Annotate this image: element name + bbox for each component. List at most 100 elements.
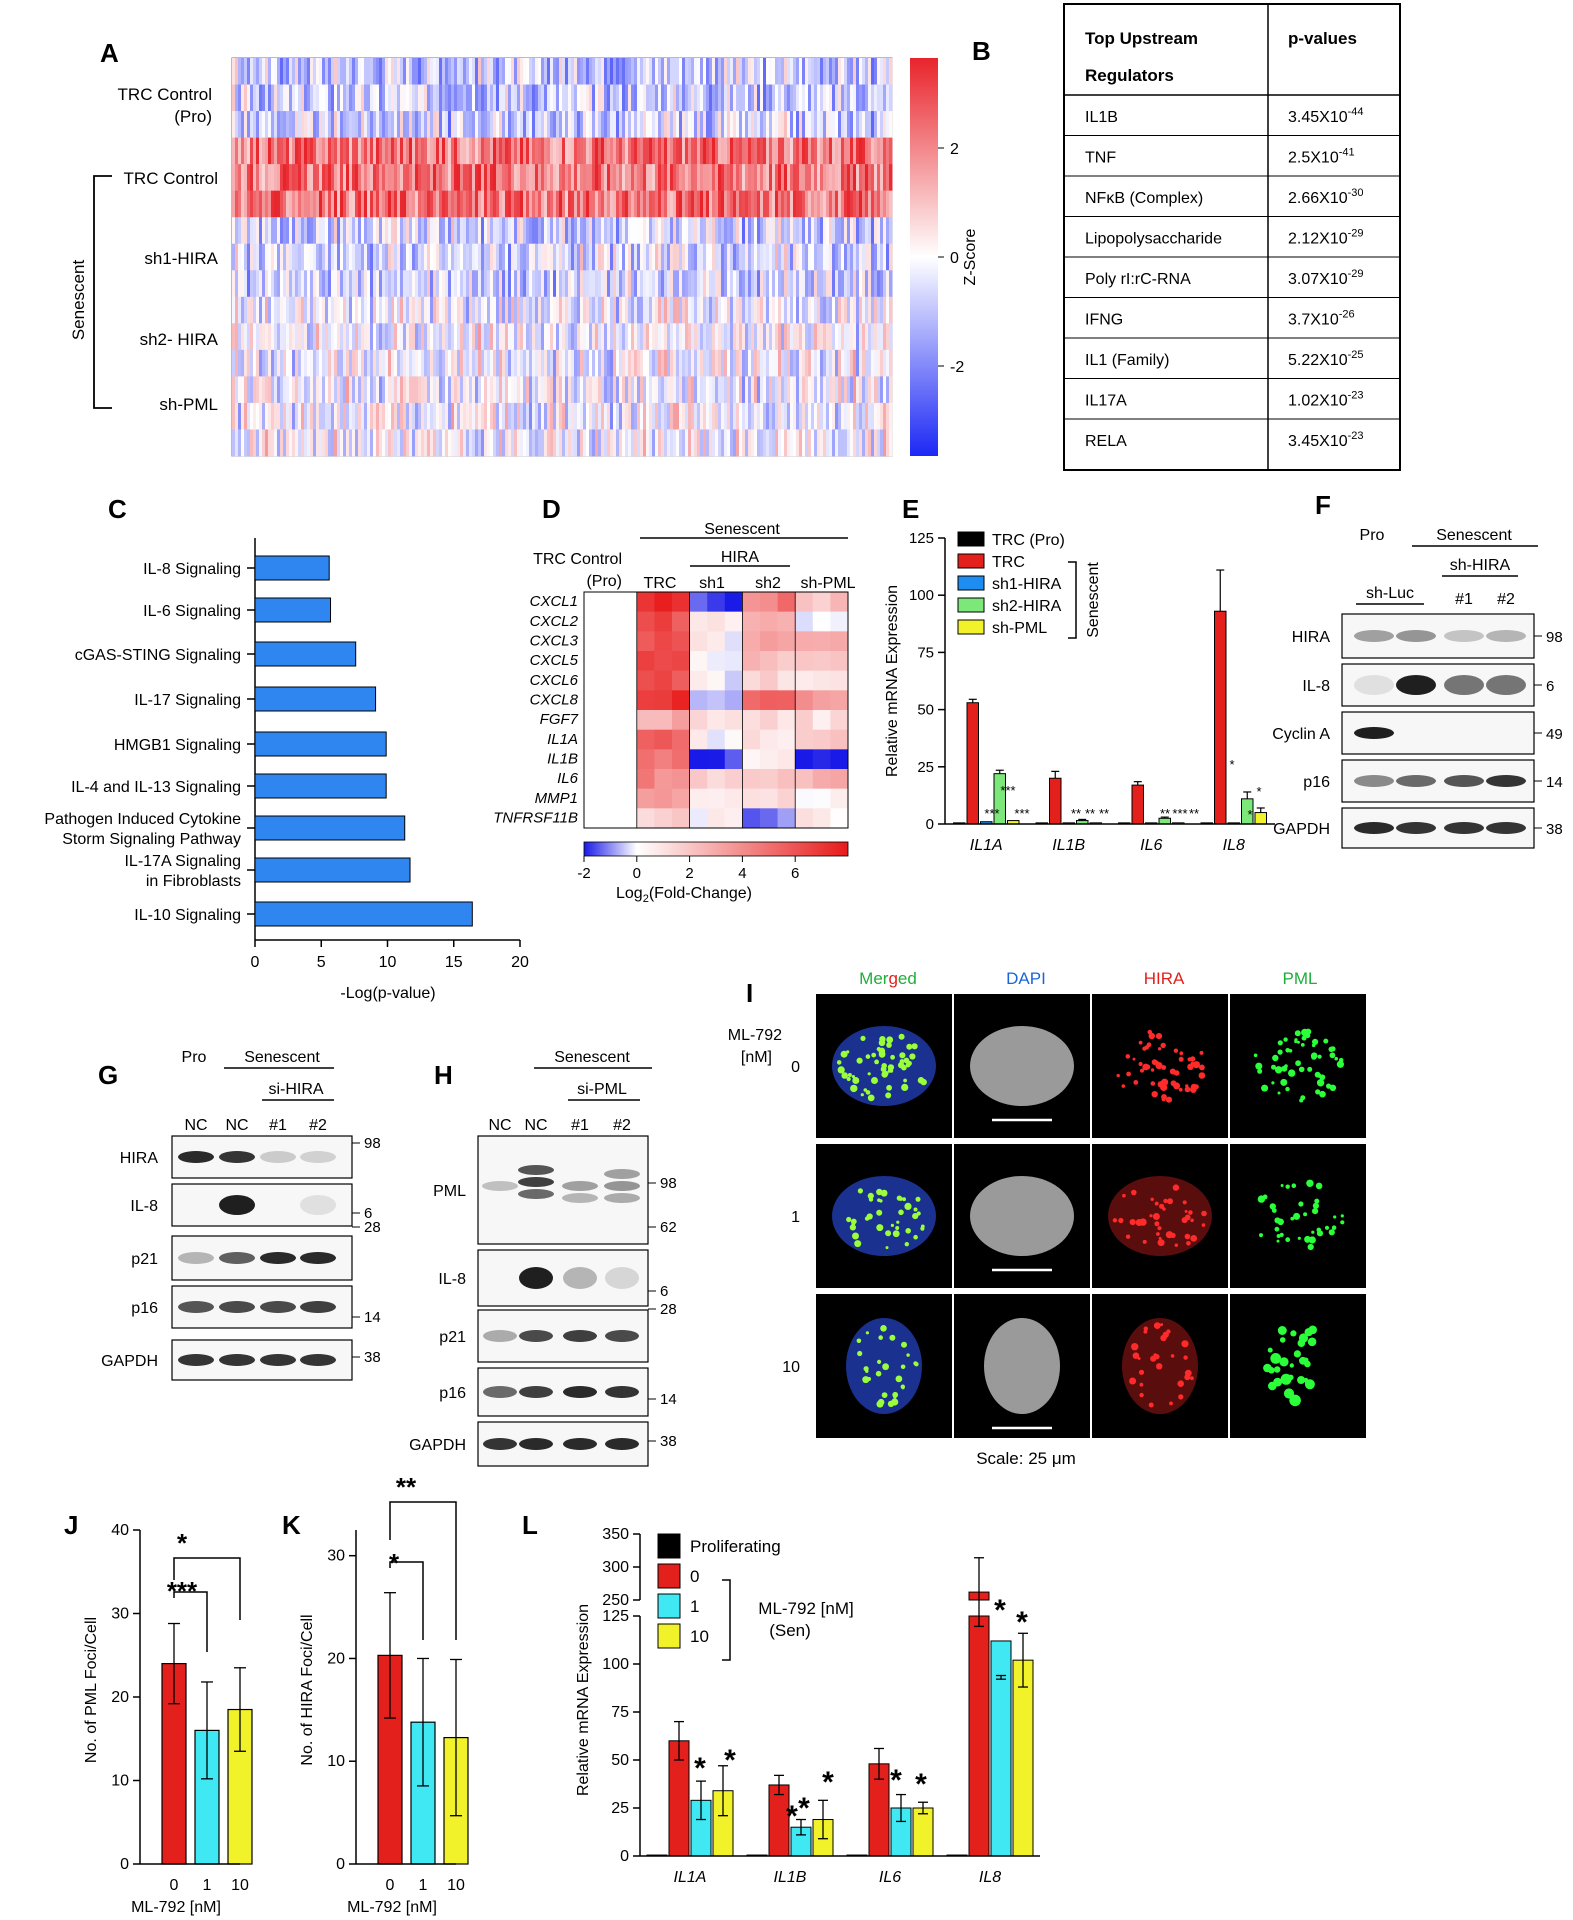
heatmap-a-cell bbox=[568, 270, 572, 298]
heatmap-a-cell bbox=[748, 111, 752, 138]
heatmap-a-cell bbox=[376, 111, 380, 138]
heatmap-a-cell bbox=[778, 323, 782, 351]
heatmap-a-cell bbox=[877, 349, 881, 377]
heatmap-a-cell bbox=[787, 164, 791, 191]
heatmap-a-cell bbox=[235, 58, 239, 85]
i-focus-spot bbox=[1132, 1057, 1136, 1061]
heatmap-a-cell bbox=[553, 58, 557, 85]
heatmap-a-cell bbox=[517, 84, 521, 112]
heatmap-a-cell bbox=[769, 296, 773, 324]
heatmap-a-cell bbox=[493, 429, 497, 457]
heatmap-a-cell bbox=[391, 137, 395, 165]
heatmap-a-cell bbox=[280, 402, 284, 430]
heatmap-a-cell bbox=[766, 270, 770, 298]
heatmap-a-cell bbox=[745, 323, 749, 351]
i-focus-spot bbox=[879, 1199, 883, 1203]
heatmap-a-cell bbox=[445, 243, 449, 271]
heatmap-a-cell bbox=[544, 429, 548, 457]
heatmap-a-cell bbox=[298, 84, 302, 112]
heatmap-a-cell bbox=[418, 217, 422, 245]
heatmap-a-cell bbox=[514, 217, 518, 245]
heatmap-a-cell bbox=[241, 323, 245, 351]
i-focus-spot bbox=[1139, 1392, 1144, 1398]
heatmap-a-cell bbox=[412, 243, 416, 271]
heatmap-a-cell bbox=[616, 137, 620, 165]
heatmap-a-cell bbox=[559, 243, 563, 271]
i-focus-spot bbox=[1129, 1219, 1136, 1226]
heatmap-a-cell bbox=[370, 217, 374, 245]
c-bar bbox=[254, 686, 377, 712]
heatmap-a-cell bbox=[400, 323, 404, 351]
heatmap-a-cell bbox=[460, 349, 464, 377]
heatmap-a-cell bbox=[346, 84, 350, 112]
heatmap-d-cell bbox=[707, 592, 726, 612]
d-colorbar-tick-label: 4 bbox=[738, 865, 746, 882]
heatmap-a-cell bbox=[511, 217, 515, 245]
heatmap-a-cell bbox=[478, 323, 482, 351]
heatmap-a-cell bbox=[736, 402, 740, 430]
heatmap-a-cell bbox=[268, 376, 272, 404]
i-focus-spot bbox=[1148, 1402, 1154, 1408]
heatmap-a-cell bbox=[322, 429, 326, 457]
heatmap-d-cell bbox=[760, 670, 778, 691]
heatmap-a-cell bbox=[811, 111, 815, 138]
heatmap-a-cell bbox=[835, 137, 839, 165]
heatmap-a-cell bbox=[265, 376, 269, 404]
k-x-tick-label: 10 bbox=[447, 1877, 465, 1894]
heatmap-a-cell bbox=[484, 376, 488, 404]
heatmap-a-cell bbox=[292, 164, 296, 191]
heatmap-a-cell bbox=[589, 137, 593, 165]
heatmap-a-cell bbox=[781, 111, 785, 138]
heatmap-a-cell bbox=[265, 111, 269, 138]
heatmap-a-cell bbox=[523, 402, 527, 430]
heatmap-a-cell bbox=[301, 164, 305, 191]
heatmap-a-cell bbox=[337, 111, 341, 138]
heatmap-a-cell bbox=[643, 190, 647, 218]
heatmap-a-cell bbox=[613, 84, 617, 112]
heatmap-a-cell bbox=[415, 111, 419, 138]
heatmap-a-cell bbox=[262, 137, 266, 165]
heatmap-d-cell bbox=[795, 769, 814, 789]
h-blot-band bbox=[605, 1330, 639, 1342]
heatmap-a-cell bbox=[883, 243, 887, 271]
f-mw-label: 6 bbox=[1546, 678, 1554, 695]
heatmap-a-cell bbox=[346, 243, 350, 271]
heatmap-a-cell bbox=[577, 58, 581, 85]
heatmap-a-cell bbox=[520, 376, 524, 404]
heatmap-a-cell bbox=[574, 270, 578, 298]
heatmap-a-cell bbox=[724, 164, 728, 191]
d-colorbar-tick-label: -2 bbox=[577, 865, 590, 882]
heatmap-a-cell bbox=[478, 243, 482, 271]
heatmap-a-cell bbox=[451, 111, 455, 138]
heatmap-a-cell bbox=[889, 323, 893, 351]
i-header-dapi: DAPI bbox=[1006, 969, 1046, 988]
heatmap-a-cell bbox=[820, 429, 824, 457]
heatmap-a-cell bbox=[253, 217, 257, 245]
heatmap-a-cell bbox=[559, 270, 563, 298]
heatmap-a-cell bbox=[511, 164, 515, 191]
heatmap-a-cell bbox=[790, 429, 794, 457]
heatmap-a-cell bbox=[805, 190, 809, 218]
heatmap-a-cell bbox=[412, 349, 416, 377]
heatmap-a-cell bbox=[802, 323, 806, 351]
heatmap-a-cell bbox=[787, 58, 791, 85]
c-category-label: IL-4 and IL-13 Signaling bbox=[71, 779, 241, 796]
heatmap-d-cell bbox=[760, 611, 778, 632]
heatmap-a-cell bbox=[391, 429, 395, 457]
b-pvalue-cell: 3.45X10-44 bbox=[1288, 106, 1364, 126]
heatmap-a-cell bbox=[553, 84, 557, 112]
heatmap-a-cell bbox=[397, 429, 401, 457]
heatmap-a-cell bbox=[715, 349, 719, 377]
heatmap-a-cell bbox=[511, 84, 515, 112]
i-focus-spot bbox=[879, 1036, 886, 1043]
heatmap-a-cell bbox=[877, 58, 881, 85]
heatmap-a-cell bbox=[775, 243, 779, 271]
i-focus-spot bbox=[881, 1392, 888, 1398]
heatmap-a-cell bbox=[796, 243, 800, 271]
h-blot-band bbox=[605, 1438, 639, 1450]
heatmap-a-cell bbox=[379, 270, 383, 298]
heatmap-a-cell bbox=[607, 84, 611, 112]
i-focus-spot bbox=[1276, 1239, 1280, 1243]
heatmap-a-cell bbox=[235, 217, 239, 245]
heatmap-a-cell bbox=[778, 243, 782, 271]
